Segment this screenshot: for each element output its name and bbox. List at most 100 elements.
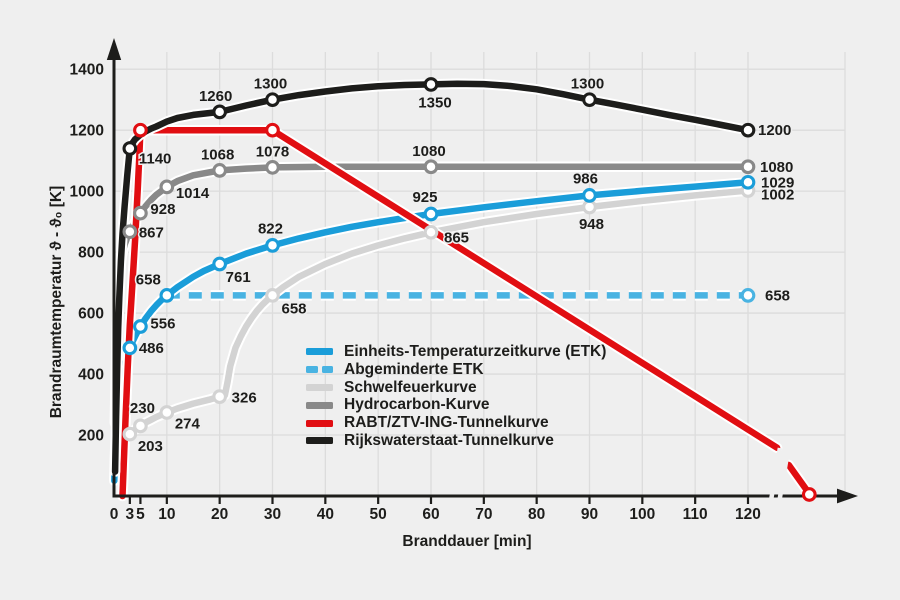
- legend-label: Abgeminderte ETK: [344, 360, 484, 378]
- y-tick-label: 1000: [70, 184, 104, 201]
- data-point-label: 1078: [256, 143, 289, 160]
- x-tick-label: 70: [475, 506, 492, 523]
- legend-label: Einheits-Temperaturzeitkurve (ETK): [344, 343, 607, 360]
- legend-label: Rijkswaterstaat-Tunnelkurve: [344, 431, 554, 449]
- data-point-label: 230: [130, 400, 155, 417]
- markers-schwelfeuerkurve: 203 230 274 326 658 865 948 1002: [122, 183, 796, 457]
- data-point-marker: [133, 122, 148, 138]
- data-point-label: 658: [136, 271, 161, 288]
- legend-label: Hydrocarbon-Kurve: [344, 396, 490, 414]
- data-point-label: 326: [232, 390, 257, 407]
- data-point-label: 928: [150, 201, 175, 218]
- data-point-marker: [265, 288, 280, 303]
- data-point-marker: [212, 163, 228, 178]
- legend-label: RABT/ZTV-ING-Tunnelkurve: [344, 414, 549, 432]
- axis-break-marks: [766, 447, 791, 514]
- data-point-marker: [122, 340, 138, 356]
- data-point-label: 867: [139, 225, 164, 242]
- x-axis-arrowhead: [837, 488, 858, 504]
- y-tick-label: 800: [78, 245, 104, 262]
- legend-swatch-dashed: [306, 366, 333, 374]
- legend-swatch-solid: [306, 401, 333, 409]
- legend-swatch-solid: [306, 383, 333, 391]
- data-point-marker: [265, 238, 280, 253]
- legend: Einheits-Temperaturzeitkurve (ETK) Abgemi…: [306, 343, 606, 450]
- markers-einheits-temperaturzeitkurve: 486 556 658 761 822 925 986 1029: [122, 169, 796, 358]
- data-point-label: 986: [573, 170, 598, 187]
- data-point-marker: [740, 288, 756, 303]
- x-tick-label: 100: [629, 506, 655, 523]
- x-tick-label: 10: [158, 506, 175, 523]
- markers-rabt-ztv-ing-tunnelkurve: [133, 122, 817, 502]
- data-point-marker: [159, 405, 175, 420]
- data-point-label: 203: [138, 438, 163, 455]
- data-point-label: 761: [226, 269, 251, 286]
- data-point-label: 925: [412, 189, 437, 206]
- x-tick-label: 30: [264, 506, 281, 523]
- legend-swatch-solid: [306, 348, 333, 356]
- axes: [106, 38, 858, 504]
- legend-item: Rijkswaterstaat-Tunnelkurve: [306, 432, 606, 450]
- y-axis-arrowhead: [106, 38, 122, 60]
- data-point-label: 1080: [412, 143, 445, 160]
- data-point-marker: [122, 141, 138, 156]
- legend-item: Einheits-Temperaturzeitkurve (ETK): [306, 343, 606, 361]
- legend-swatch-solid: [306, 419, 333, 427]
- data-point-label: 1140: [139, 150, 172, 167]
- data-point-marker: [423, 77, 439, 92]
- x-tick-label: 50: [370, 506, 387, 523]
- x-tick-label: 110: [683, 506, 708, 523]
- data-point-marker: [423, 224, 439, 240]
- data-point-marker: [212, 256, 228, 272]
- data-point-marker: [265, 160, 280, 175]
- curve-stroke: [119, 126, 781, 500]
- y-tick-label: 1200: [70, 123, 104, 140]
- data-point-marker: [133, 205, 148, 221]
- y-tick-labels: 200 400 600 800 1000 1200 1400: [70, 62, 104, 445]
- legend-item: Hydrocarbon-Kurve: [306, 396, 606, 414]
- data-point-label: 274: [175, 415, 201, 432]
- data-point-label: 822: [258, 220, 283, 237]
- y-tick-label: 1400: [70, 62, 104, 79]
- x-tick-label: 60: [422, 506, 439, 523]
- curve-rijkswaterstaat-tunnelkurve: [109, 78, 754, 477]
- data-point-marker: [159, 179, 175, 195]
- x-tick-label: 5: [136, 506, 145, 523]
- legend-item: Schwelfeuerkurve: [306, 379, 606, 397]
- x-tick-label: 0: [110, 506, 119, 523]
- x-tick-marks: [128, 497, 750, 504]
- data-point-marker: [740, 159, 756, 175]
- data-point-marker: [159, 288, 175, 303]
- data-point-marker: [212, 104, 228, 120]
- break-slash: [766, 447, 783, 514]
- data-point-label: 486: [139, 340, 164, 357]
- data-point-label: 1350: [418, 94, 451, 111]
- data-point-label: 658: [765, 287, 790, 304]
- data-point-marker: [133, 319, 148, 334]
- data-point-marker: [740, 122, 756, 138]
- legend-label: Schwelfeuerkurve: [344, 378, 477, 396]
- x-tick-label: 3: [126, 506, 135, 523]
- x-tick-label: 120: [735, 506, 761, 523]
- legend-item: RABT/ZTV-ING-Tunnelkurve: [306, 414, 606, 432]
- data-point-marker: [582, 199, 597, 215]
- data-point-marker: [423, 206, 439, 222]
- data-point-marker: [212, 389, 228, 404]
- markers-rijkswaterstaat-tunnelkurve: 1140 1260 1300 1350 1300 1200: [122, 74, 793, 169]
- y-axis-title: Brandraumtemperatur ϑ - ϑ₀ [K]: [48, 185, 65, 419]
- data-point-label: 1029: [761, 174, 794, 191]
- data-point-marker: [423, 159, 439, 175]
- y-tick-label: 400: [78, 367, 104, 384]
- x-axis-title: Branddauer [min]: [402, 533, 532, 550]
- data-point-marker: [122, 224, 138, 240]
- data-point-marker: [122, 426, 138, 442]
- x-tick-labels: 0 3 5 10 20 30 40 50 60 70 80 90 100 110 120: [110, 506, 761, 523]
- data-point-label: 1200: [758, 122, 791, 139]
- x-tick-label: 90: [581, 506, 598, 523]
- data-point-label: 948: [579, 216, 604, 233]
- data-point-marker: [582, 92, 597, 108]
- legend-swatch-solid: [306, 437, 333, 445]
